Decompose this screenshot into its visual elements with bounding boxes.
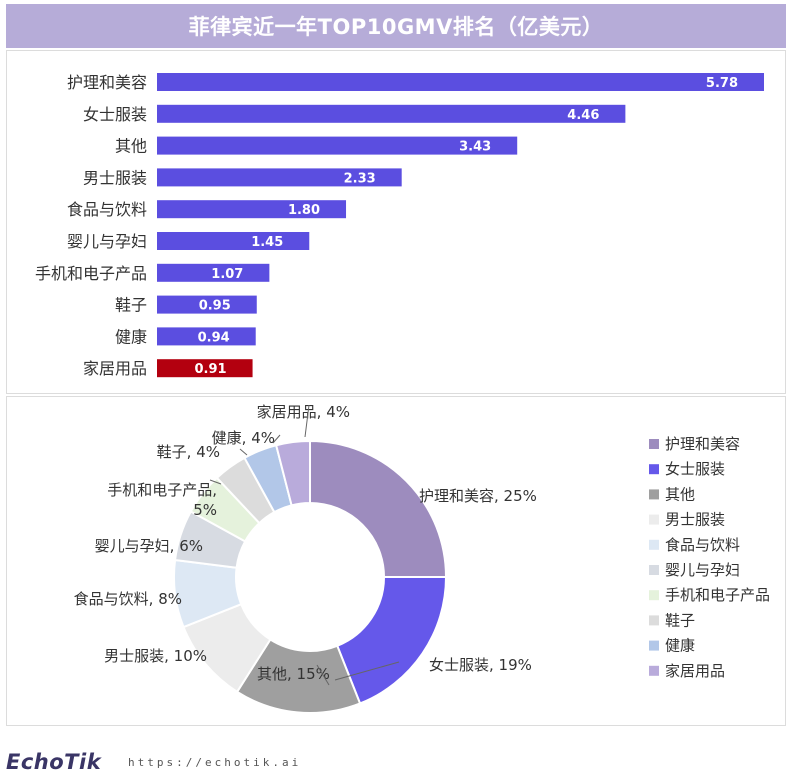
bar-category-label: 婴儿与孕妇 [67,232,147,251]
bar-value-label: 1.07 [211,267,243,282]
legend-swatch [649,590,659,601]
bar [157,168,402,187]
bar [157,73,764,91]
donut-slice-label: 手机和电子产品, 5% [107,481,217,519]
bar [157,232,310,250]
bar-chart-panel: 护理和美容 5.78 女士服装 4.46 其他 3.43 男士服装 2.33 食品与饮料 1.80… [6,50,786,394]
footer-url: https://echotik.ai [128,756,302,769]
donut-label-line: 女士服装, 19% [429,656,532,674]
bar-value-label: 5.78 [706,76,738,91]
leader-line [334,661,400,681]
bar [157,327,256,346]
bar [157,104,626,123]
bar-category-label: 手机和电子产品 [35,264,147,283]
bar [157,263,270,282]
donut-label-line: 鞋子, 4% [157,443,220,461]
donut-slice-label: 女士服装, 19% [429,656,532,674]
leader-line [304,404,310,438]
donut-chart: 护理和美容, 25% 女士服装, 19% 其他, 15% 男士服装, 10% 食品与饮料… [74,403,770,714]
donut-label-line: 护理和美容, 25% [419,487,537,505]
bar-value-label: 0.94 [198,330,230,345]
donut-slice [309,439,448,578]
bar-category-label: 护理和美容 [67,73,147,92]
donut-label-line: 健康, 4% [212,429,275,447]
bar-chart: 护理和美容 5.78 女士服装 4.46 其他 3.43 男士服装 2.33 食品与饮料 1.80… [35,73,764,378]
donut-slice-label: 鞋子, 4% [157,443,220,461]
bar-value-label: 4.46 [567,108,599,123]
donut-slice-label: 护理和美容, 25% [419,487,537,505]
bar-value-label: 3.43 [459,140,491,155]
leader-line [239,448,248,456]
title-bar: 菲律宾近一年TOP10GMV排名（亿美元） [6,4,786,48]
bar-category-label: 食品与饮料 [67,200,147,219]
bar-value-label: 0.95 [199,299,231,314]
legend-label: 食品与饮料 [665,536,740,554]
bar-category-label: 健康 [115,327,147,346]
chart-title: 菲律宾近一年TOP10GMV排名（亿美元） [188,15,604,39]
donut-slice-label: 食品与饮料, 8% [74,590,182,608]
bar-value-label: 1.80 [288,203,320,218]
legend-label: 手机和电子产品 [665,586,770,604]
legend-swatch [649,565,659,575]
bar-value-label: 1.45 [251,235,283,250]
legend-label: 男士服装 [665,511,725,529]
bar-category-label: 其他 [115,137,147,156]
donut-label-line: 男士服装, 10% [104,647,207,665]
bar-category-label: 男士服装 [83,168,147,187]
legend-swatch [649,439,659,449]
bar [157,295,257,314]
donut-slice-label: 其他, 15% [257,665,330,683]
donut-slice-label: 男士服装, 10% [104,647,207,665]
legend-swatch [649,640,659,651]
legend-label: 鞋子 [665,611,695,629]
donut-slice [274,439,311,507]
bar-highlight [157,359,253,378]
bar [157,136,518,155]
donut-label-line: 手机和电子产品, [107,481,217,499]
legend-swatch [649,665,659,676]
donut-slice-label: 家居用品, 4% [257,403,350,421]
echotik-logo: EchoTik [6,750,102,774]
leader-line [209,479,222,485]
bar-category-label: 鞋子 [115,296,147,315]
legend-swatch [649,539,659,550]
donut-slice-label: 健康, 4% [212,429,275,447]
bar [157,200,347,219]
bar-value-label: 0.91 [194,362,226,377]
donut-label-line: 婴儿与孕妇, 6% [95,537,203,555]
donut-label-line: 家居用品, 4% [257,403,350,421]
donut-label-line: 食品与饮料, 8% [74,590,182,608]
donut-label-line: 其他, 15% [257,665,330,683]
legend-label: 女士服装 [665,460,725,478]
donut-slice-label: 婴儿与孕妇, 6% [95,537,203,555]
legend-label: 护理和美容 [665,435,740,453]
legend-swatch [649,615,659,626]
legend-label: 健康 [665,637,695,655]
legend-swatch [649,514,659,525]
donut-label-line: 5% [193,501,217,519]
bar-category-label: 家居用品 [83,359,147,378]
footer: EchoTik https://echotik.ai [0,736,796,782]
leader-line [272,434,281,444]
legend-label: 婴儿与孕妇 [665,561,740,579]
bar-value-label: 2.33 [344,171,376,186]
donut-chart-panel: 护理和美容, 25% 女士服装, 19% 其他, 15% 男士服装, 10% 食品与饮料… [6,396,786,726]
legend-label: 其他 [665,485,695,503]
legend-label: 家居用品 [665,662,725,680]
bar-category-label: 女士服装 [83,105,147,124]
legend-swatch [649,489,659,500]
leader-line [316,664,330,686]
legend-swatch [649,464,659,475]
